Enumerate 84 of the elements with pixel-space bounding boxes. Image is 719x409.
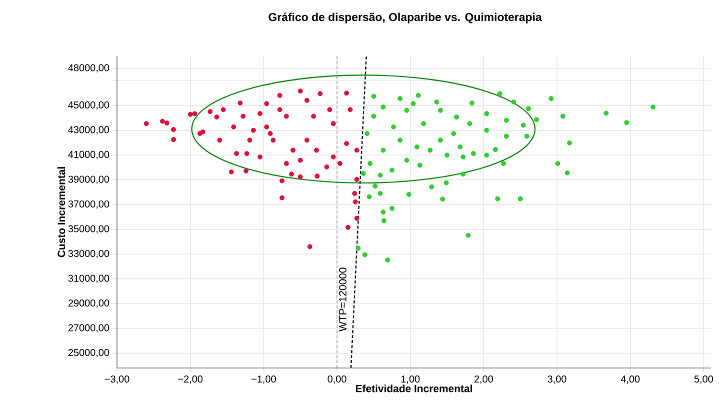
y-tick-label: 35000,00 bbox=[68, 225, 110, 234]
point bbox=[277, 92, 282, 98]
point bbox=[314, 148, 319, 153]
point bbox=[318, 91, 323, 96]
y-tick-label: 27000,00 bbox=[68, 324, 110, 332]
point bbox=[217, 138, 222, 143]
point bbox=[298, 174, 303, 180]
point bbox=[192, 111, 198, 116]
point bbox=[354, 148, 360, 153]
point bbox=[290, 148, 296, 153]
point bbox=[344, 90, 350, 96]
x-tick-label: 1,00 bbox=[401, 376, 420, 384]
y-tick-label: 43000,00 bbox=[68, 126, 110, 134]
point bbox=[170, 127, 176, 132]
point bbox=[228, 169, 234, 174]
point bbox=[240, 114, 246, 119]
x-axis-title: Efetividade Incremental bbox=[356, 384, 472, 392]
x-tick-label: 3,00 bbox=[548, 376, 566, 384]
point bbox=[280, 178, 284, 184]
point bbox=[244, 151, 250, 156]
point bbox=[270, 138, 276, 143]
point bbox=[244, 168, 249, 174]
point bbox=[346, 224, 350, 230]
point bbox=[197, 131, 202, 136]
y-tick-label: 29000,00 bbox=[68, 300, 110, 308]
point bbox=[289, 172, 294, 177]
point bbox=[330, 121, 336, 126]
point bbox=[298, 88, 303, 94]
point bbox=[337, 160, 342, 166]
point bbox=[268, 131, 273, 136]
point bbox=[208, 109, 213, 114]
point bbox=[160, 118, 165, 124]
x-tick-label: −2,00 bbox=[178, 376, 203, 384]
point bbox=[264, 124, 270, 130]
y-tick-label: 31000,00 bbox=[68, 274, 110, 283]
point bbox=[264, 101, 270, 106]
point bbox=[188, 112, 193, 117]
point bbox=[280, 195, 284, 200]
point bbox=[348, 107, 353, 112]
point bbox=[220, 107, 226, 112]
point bbox=[214, 114, 220, 120]
x-tick-label: −1,00 bbox=[252, 376, 276, 384]
point bbox=[234, 151, 240, 156]
point bbox=[354, 216, 360, 221]
y-tick-label: 41000,00 bbox=[68, 150, 110, 160]
point bbox=[352, 199, 358, 204]
point bbox=[330, 154, 336, 160]
point bbox=[311, 114, 316, 119]
point bbox=[247, 138, 252, 143]
x-tick-label: 0,00 bbox=[328, 376, 346, 384]
point bbox=[298, 158, 303, 163]
point bbox=[258, 154, 262, 160]
point bbox=[304, 98, 310, 103]
y-tick-label: 25000,00 bbox=[68, 349, 110, 358]
point bbox=[304, 138, 310, 143]
point bbox=[277, 107, 282, 112]
y-tick-label: 33000,00 bbox=[68, 250, 110, 258]
y-tick-label: 48000,00 bbox=[68, 64, 110, 72]
x-tick-label: 2,00 bbox=[474, 376, 493, 384]
chart-title: Gráfico de dispersão, Olaparibe vs. Quimioterapia bbox=[268, 12, 542, 24]
x-tick-label: −3,00 bbox=[104, 376, 130, 384]
point bbox=[238, 100, 243, 106]
point bbox=[354, 176, 360, 182]
point bbox=[284, 114, 289, 119]
point bbox=[352, 190, 358, 196]
point bbox=[314, 174, 320, 179]
point bbox=[324, 164, 330, 170]
point bbox=[258, 111, 262, 116]
point bbox=[327, 107, 332, 112]
x-tick-label: 4,00 bbox=[620, 376, 640, 384]
point bbox=[284, 160, 289, 166]
y-tick-label: 39000,00 bbox=[68, 176, 110, 184]
y-axis-title: Custo Incremental bbox=[57, 167, 66, 258]
point bbox=[344, 141, 350, 146]
point bbox=[250, 128, 256, 133]
point bbox=[231, 124, 236, 130]
y-tick-label: 37000,00 bbox=[68, 200, 110, 209]
y-tick-label: 45000,00 bbox=[68, 101, 110, 110]
point bbox=[144, 121, 149, 126]
point bbox=[170, 137, 176, 142]
point bbox=[164, 120, 170, 126]
annotation: WTP=120000 bbox=[339, 268, 346, 332]
point bbox=[307, 244, 312, 250]
x-tick-label: 5,00 bbox=[694, 376, 713, 384]
